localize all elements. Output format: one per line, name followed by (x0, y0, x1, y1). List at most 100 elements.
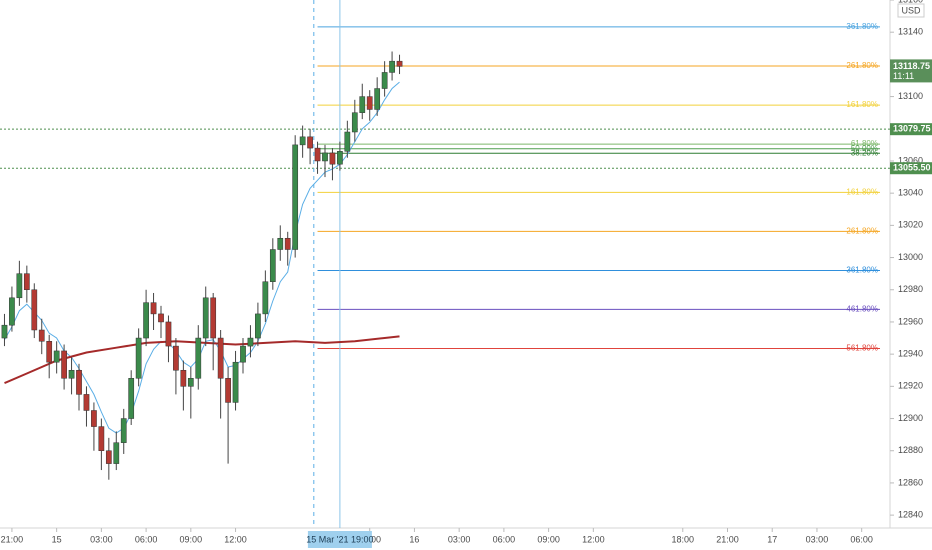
y-tick-label: 13060 (898, 155, 923, 165)
price-box (890, 162, 932, 175)
x-tick-label: 03:00 (806, 534, 829, 544)
y-tick-label: 12860 (898, 477, 923, 487)
fib-label: 561.80% (846, 344, 878, 353)
candle-body (68, 369, 75, 379)
y-tick-label: 12960 (898, 316, 923, 326)
x-tick-label: 03:00 (448, 534, 471, 544)
candle-body (232, 361, 239, 403)
candle-body (396, 60, 403, 67)
candle-body (240, 345, 246, 363)
y-tick-label: 12880 (898, 445, 923, 455)
candle-body (31, 289, 38, 331)
fib-label: 50.00% (851, 144, 878, 153)
candle-body (269, 249, 276, 282)
candle-body (284, 237, 291, 250)
candle-body (337, 151, 343, 165)
candle-body (16, 273, 23, 299)
candle-body (277, 237, 284, 250)
y-tick-label: 13000 (898, 252, 923, 262)
price-box (890, 123, 932, 136)
fib-label: 461.80% (846, 305, 878, 314)
candle-body (83, 394, 90, 411)
candle-body (98, 426, 105, 451)
candle-body (344, 131, 351, 152)
candle-body (210, 297, 217, 339)
candle-body (366, 96, 373, 110)
candle-body (217, 337, 224, 379)
price-box-label: 13055.50 (893, 163, 931, 173)
candle-body (307, 136, 313, 149)
currency-box (897, 3, 925, 18)
candle-body (262, 281, 269, 315)
price-box-label: 13079.75 (893, 124, 931, 134)
countdown: 11:11 (893, 71, 914, 81)
candle-body (38, 329, 45, 342)
candle-body (292, 144, 299, 250)
candle-body (143, 302, 149, 339)
x-tick-label: 09:00 (537, 534, 560, 544)
candle-body (91, 410, 97, 427)
candle-body (247, 337, 254, 347)
candle-body (180, 369, 187, 387)
x-tick-label: 12:00 (582, 534, 605, 544)
crosshair-label-box (307, 531, 372, 548)
y-tick-label: 12980 (898, 284, 923, 294)
candle-body (299, 136, 306, 146)
candle-body (187, 378, 194, 387)
candle-body (105, 450, 112, 464)
y-tick-label: 12900 (898, 413, 923, 423)
x-tick-label: 16 (409, 534, 419, 544)
fib-label: 161.80% (846, 100, 878, 109)
candle-body (61, 350, 67, 379)
y-tick-label: 12920 (898, 381, 923, 391)
fib-label: 61.80% (851, 139, 878, 148)
x-tick-label: 17 (767, 534, 777, 544)
candle-body (128, 378, 135, 419)
x-tick-label: 06:00 (850, 534, 873, 544)
candle-body (374, 88, 381, 110)
x-tick-label: 03:00 (90, 534, 113, 544)
candle-body (322, 152, 328, 162)
candle-body (120, 418, 127, 443)
y-tick-label: 13040 (898, 188, 923, 198)
candle-body (255, 313, 261, 339)
candle-body (195, 337, 202, 379)
y-tick-label: 13160 (898, 0, 923, 4)
candle-body (381, 72, 388, 89)
y-tick-label: 13100 (898, 91, 923, 101)
fib-label: 261.80% (846, 226, 878, 235)
candle-body (76, 369, 82, 395)
y-tick-label: 12840 (898, 509, 923, 519)
candle-body (46, 341, 53, 363)
fib-label: 361.80% (846, 266, 878, 275)
fib-label: 161.80% (846, 187, 878, 196)
x-tick-label: 12:00 (224, 534, 247, 544)
fib-label: 361.80% (846, 22, 878, 31)
currency: USD (901, 5, 921, 15)
candle-body (9, 297, 15, 326)
fib-label: 261.80% (846, 61, 878, 70)
candle-body (351, 112, 358, 133)
y-tick-label: 13140 (898, 27, 923, 37)
x-tick-label: 06:00 (135, 534, 158, 544)
x-tick-label: 21:00 (1, 534, 24, 544)
candle-body (202, 297, 209, 339)
candle-body (150, 302, 157, 315)
candle-body (23, 273, 30, 291)
x-tick-label: 21:00 (716, 534, 739, 544)
candle-body (225, 378, 231, 403)
candle-body (1, 324, 8, 339)
candle-body (329, 152, 336, 165)
x-tick-label: 09:00 (180, 534, 203, 544)
candle-body (389, 60, 395, 73)
fib-label: 38.20% (851, 148, 878, 157)
candle-body (165, 321, 172, 347)
x-tick-label: 18:00 (672, 534, 695, 544)
last-price-label: 13118.75 (893, 61, 930, 71)
candle-body (359, 96, 366, 113)
y-tick-label: 12940 (898, 349, 923, 359)
candle-body (173, 345, 179, 371)
candle-body (113, 442, 120, 464)
